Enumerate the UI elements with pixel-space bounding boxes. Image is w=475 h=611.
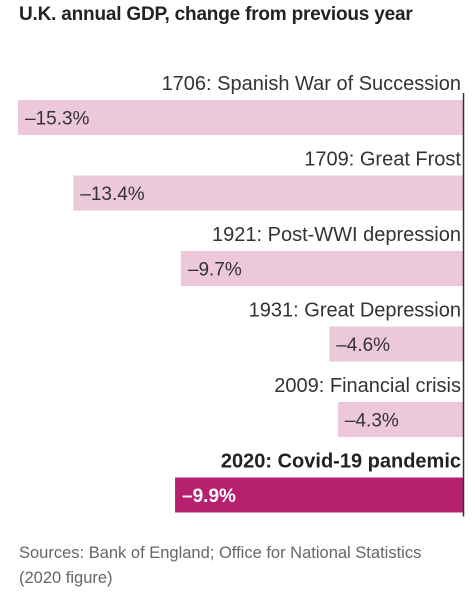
- bar-chart: 1706: Spanish War of Succession –15.3% 170…: [18, 73, 465, 517]
- category-label: 2020: Covid-19 pandemic: [221, 451, 461, 473]
- bar: [175, 477, 463, 513]
- bar: [18, 100, 463, 135]
- bar: [337, 402, 463, 437]
- category-label: 1706: Spanish War of Succession: [162, 73, 461, 95]
- bar: [73, 175, 463, 211]
- data-label: –9.7%: [188, 260, 242, 281]
- data-label: –13.4%: [80, 184, 145, 205]
- category-label: 1921: Post-WWI depression: [212, 224, 461, 246]
- data-label: –15.3%: [25, 109, 90, 130]
- category-label: 1931: Great Depression: [249, 300, 461, 322]
- bar: [180, 251, 463, 286]
- category-label: 2009: Financial crisis: [274, 375, 461, 397]
- category-label: 1709: Great Frost: [304, 149, 461, 171]
- data-label: –9.9%: [182, 486, 236, 507]
- data-label: –4.6%: [336, 335, 390, 356]
- bar: [329, 326, 463, 362]
- chart-title: U.K. annual GDP, change from previous ye…: [19, 4, 413, 25]
- source-note: Sources: Bank of England; Office for Nat…: [19, 544, 422, 587]
- data-label: –4.3%: [345, 411, 399, 432]
